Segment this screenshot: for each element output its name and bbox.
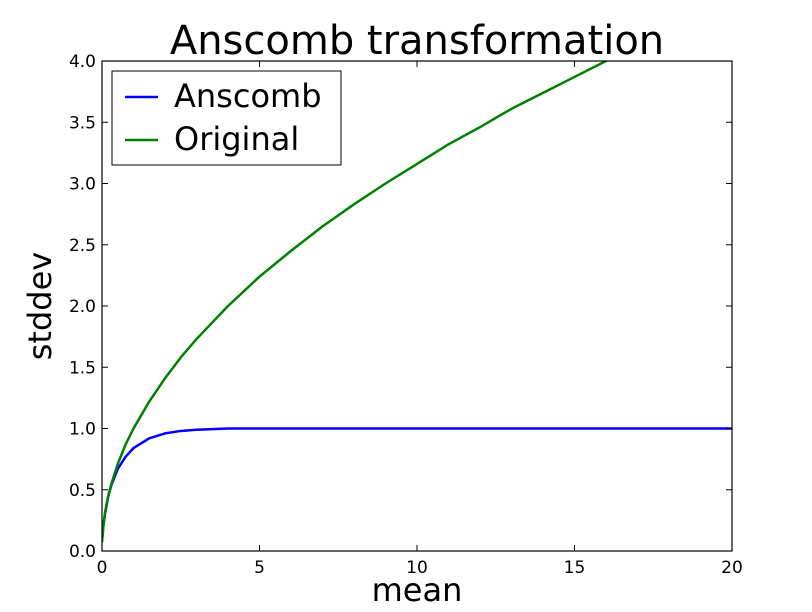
x-axis-label: mean — [372, 571, 463, 609]
x-tick-label: 20 — [721, 558, 743, 578]
legend: Anscomb Original — [111, 70, 342, 166]
ticks-layer: 0 5 10 15 20 0.0 0.5 1.0 1.5 2.0 2.5 3.0 3.5 4.0 — [69, 52, 743, 578]
legend-box — [111, 70, 342, 166]
y-tick-label: 0.5 — [69, 481, 96, 501]
y-tick-label: 0.0 — [69, 542, 96, 562]
x-tick-label: 10 — [406, 558, 428, 578]
series-line-original — [102, 61, 609, 543]
series-line-anscomb — [102, 427, 732, 543]
y-tick-label: 2.0 — [69, 297, 96, 317]
y-tick-label: 4.0 — [69, 52, 96, 72]
legend-label-original: Original — [174, 120, 299, 158]
x-tick-label: 5 — [254, 558, 265, 578]
y-tick-label: 1.0 — [69, 420, 96, 440]
y-tick-label: 3.5 — [69, 113, 96, 133]
series-layer — [102, 61, 732, 543]
y-axis-label: stddev — [21, 252, 59, 360]
x-tick-label: 0 — [97, 558, 108, 578]
y-tick-label: 3.0 — [69, 175, 96, 195]
y-tick-label: 2.5 — [69, 236, 96, 256]
y-tick-label: 1.5 — [69, 358, 96, 378]
chart-title: Anscomb transformation — [170, 18, 664, 64]
x-tick-label: 15 — [564, 558, 586, 578]
legend-label-anscomb: Anscomb — [174, 77, 322, 115]
